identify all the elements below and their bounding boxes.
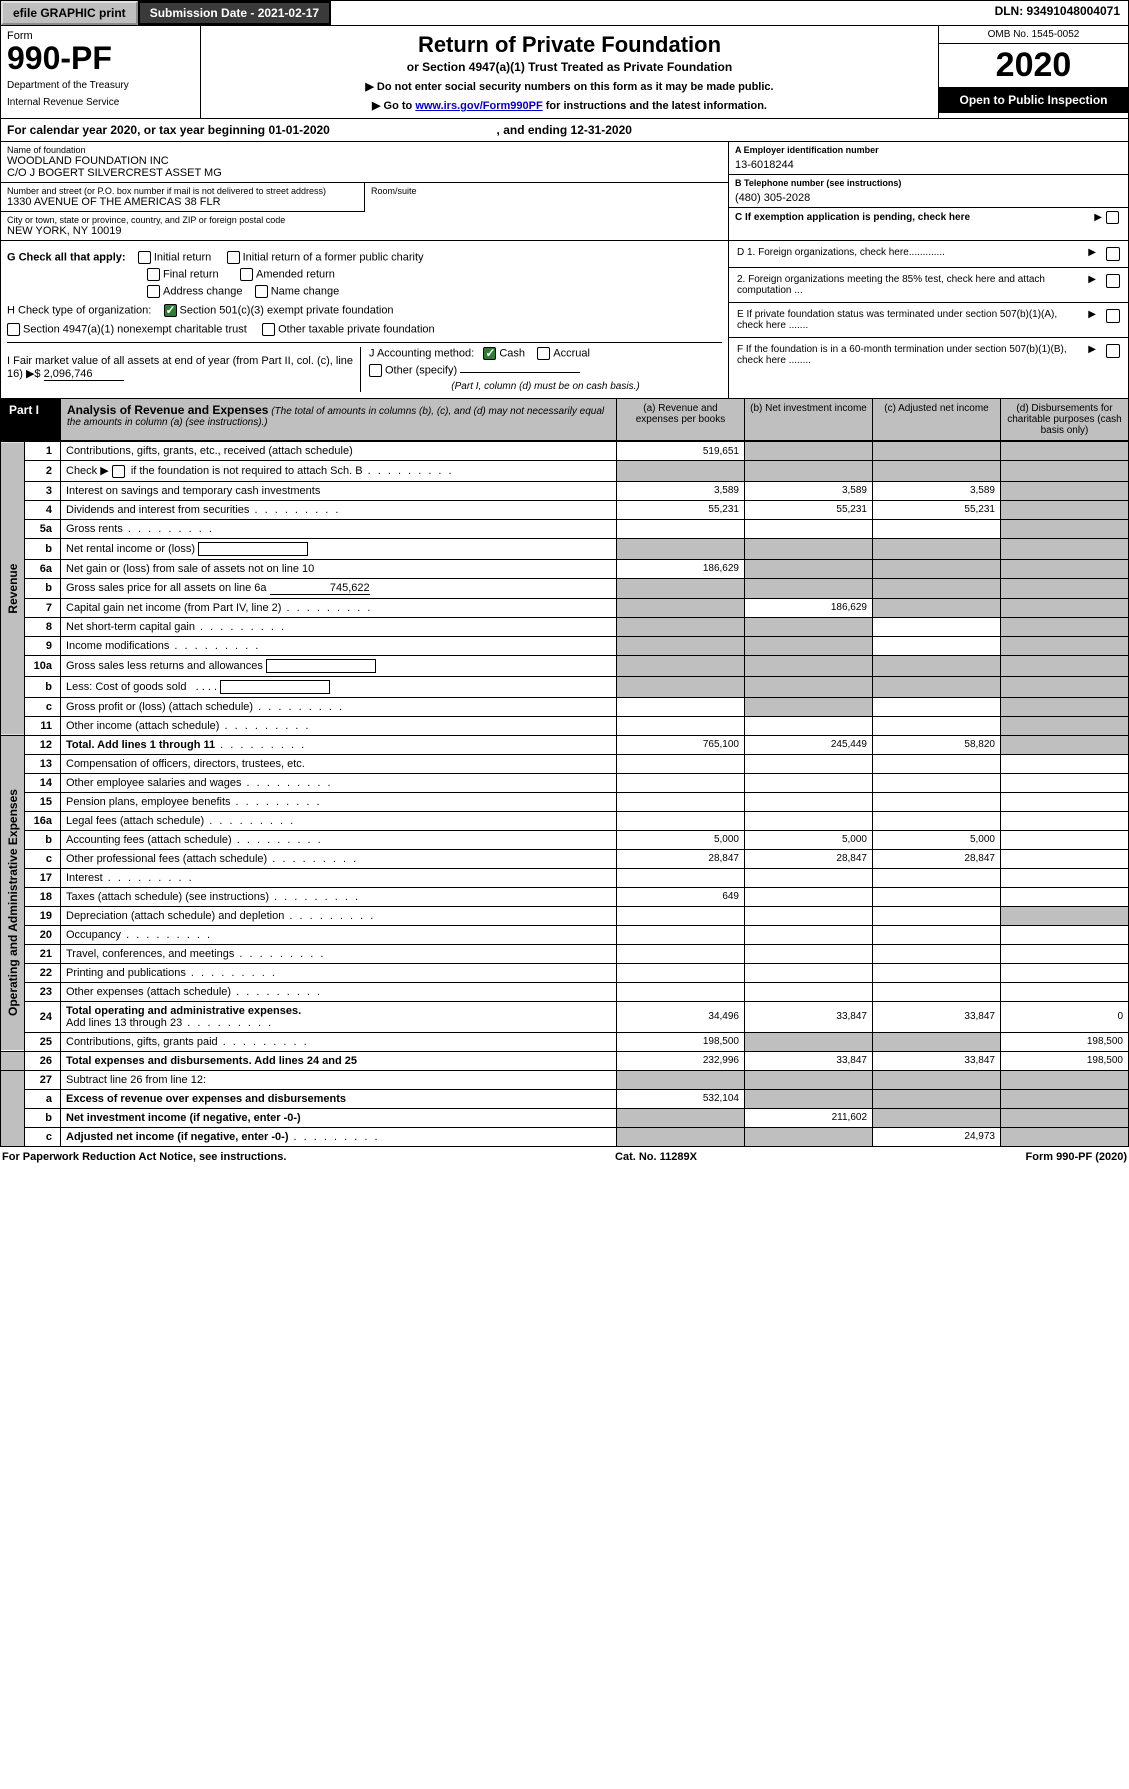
initial-return-former-checkbox[interactable]	[227, 251, 240, 264]
open-public-badge: Open to Public Inspection	[939, 87, 1128, 113]
omb-number: OMB No. 1545-0052	[939, 26, 1128, 44]
foundation-name-1: WOODLAND FOUNDATION INC	[7, 155, 722, 167]
cat-number: Cat. No. 11289X	[615, 1151, 697, 1163]
e-checkbox[interactable]	[1106, 309, 1120, 323]
form-title: Return of Private Foundation	[207, 32, 932, 58]
address-change-checkbox[interactable]	[147, 285, 160, 298]
4947a1-checkbox[interactable]	[7, 323, 20, 336]
checkbox-section: G Check all that apply: Initial return I…	[0, 241, 1129, 399]
part1-header-row: Part I Analysis of Revenue and Expenses …	[0, 399, 1129, 441]
phone-value: (480) 305-2028	[735, 192, 1122, 204]
g-label: G Check all that apply:	[7, 251, 126, 263]
foundation-name-2: C/O J BOGERT SILVERCREST ASSET MG	[7, 167, 722, 179]
efile-print-button[interactable]: efile GRAPHIC print	[1, 1, 138, 25]
501c3-checkbox[interactable]	[164, 304, 177, 317]
goto-note: Go to www.irs.gov/Form990PF for instruct…	[207, 99, 932, 112]
d2-label: 2. Foreign organizations meeting the 85%…	[737, 274, 1084, 296]
name-label: Name of foundation	[7, 145, 722, 155]
entity-info: Name of foundation WOODLAND FOUNDATION I…	[0, 142, 1129, 241]
other-taxable-checkbox[interactable]	[262, 323, 275, 336]
gross-sales-6a-value: 745,622	[270, 582, 370, 595]
j-label: J Accounting method:	[369, 347, 474, 359]
exemption-pending-label: C If exemption application is pending, c…	[735, 212, 1090, 223]
form-header: Form 990-PF Department of the Treasury I…	[0, 26, 1129, 119]
city-label: City or town, state or province, country…	[7, 215, 722, 225]
f-checkbox[interactable]	[1106, 344, 1120, 358]
city-value: NEW YORK, NY 10019	[7, 225, 722, 237]
amended-return-checkbox[interactable]	[240, 268, 253, 281]
form-subtitle: or Section 4947(a)(1) Trust Treated as P…	[207, 60, 932, 74]
form-footer-label: Form 990-PF (2020)	[1026, 1151, 1127, 1163]
paperwork-notice: For Paperwork Reduction Act Notice, see …	[2, 1151, 286, 1163]
fmv-amount: 2,096,746	[44, 368, 124, 381]
irs-label: Internal Revenue Service	[7, 97, 194, 108]
addr-label: Number and street (or P.O. box number if…	[7, 186, 358, 196]
ein-value: 13-6018244	[735, 159, 1122, 171]
sch-b-checkbox[interactable]	[112, 465, 125, 478]
irs-link[interactable]: www.irs.gov/Form990PF	[415, 100, 542, 112]
j-note: (Part I, column (d) must be on cash basi…	[369, 381, 722, 392]
cash-checkbox[interactable]	[483, 347, 496, 360]
phone-label: B Telephone number (see instructions)	[735, 178, 1122, 188]
initial-return-checkbox[interactable]	[138, 251, 151, 264]
form-number: 990-PF	[7, 42, 194, 74]
accrual-checkbox[interactable]	[537, 347, 550, 360]
col-a-header: (a) Revenue and expenses per books	[616, 399, 744, 440]
col-b-header: (b) Net investment income	[744, 399, 872, 440]
room-suite-label: Room/suite	[371, 186, 722, 196]
part1-title: Analysis of Revenue and Expenses	[67, 403, 268, 417]
d1-label: D 1. Foreign organizations, check here..…	[737, 247, 1084, 258]
e-label: E If private foundation status was termi…	[737, 309, 1084, 331]
other-method-checkbox[interactable]	[369, 364, 382, 377]
tax-year: 2020	[939, 44, 1128, 87]
dln-label: DLN: 93491048004071	[987, 1, 1128, 25]
final-return-checkbox[interactable]	[147, 268, 160, 281]
cogs-input[interactable]	[220, 680, 330, 694]
col-d-header: (d) Disbursements for charitable purpose…	[1000, 399, 1128, 440]
h-label: H Check type of organization:	[7, 304, 151, 316]
top-bar: efile GRAPHIC print Submission Date - 20…	[0, 0, 1129, 26]
net-rental-input[interactable]	[198, 542, 308, 556]
d2-checkbox[interactable]	[1106, 274, 1120, 288]
page-footer: For Paperwork Reduction Act Notice, see …	[0, 1147, 1129, 1167]
submission-date-button[interactable]: Submission Date - 2021-02-17	[138, 1, 331, 25]
exemption-pending-checkbox[interactable]	[1106, 211, 1119, 224]
part1-badge: Part I	[1, 399, 47, 421]
ssn-note: Do not enter social security numbers on …	[207, 80, 932, 93]
calendar-year-line: For calendar year 2020, or tax year begi…	[0, 119, 1129, 142]
gross-sales-returns-input[interactable]	[266, 659, 376, 673]
f-label: F If the foundation is in a 60-month ter…	[737, 344, 1084, 366]
dept-treasury: Department of the Treasury	[7, 80, 194, 91]
col-c-header: (c) Adjusted net income	[872, 399, 1000, 440]
part1-table: Revenue 1Contributions, gifts, grants, e…	[0, 441, 1129, 1147]
expenses-side-label: Operating and Administrative Expenses	[1, 754, 25, 1051]
ein-label: A Employer identification number	[735, 145, 1122, 155]
revenue-side-label: Revenue	[1, 442, 25, 736]
d1-checkbox[interactable]	[1106, 247, 1120, 261]
street-address: 1330 AVENUE OF THE AMERICAS 38 FLR	[7, 196, 358, 208]
name-change-checkbox[interactable]	[255, 285, 268, 298]
